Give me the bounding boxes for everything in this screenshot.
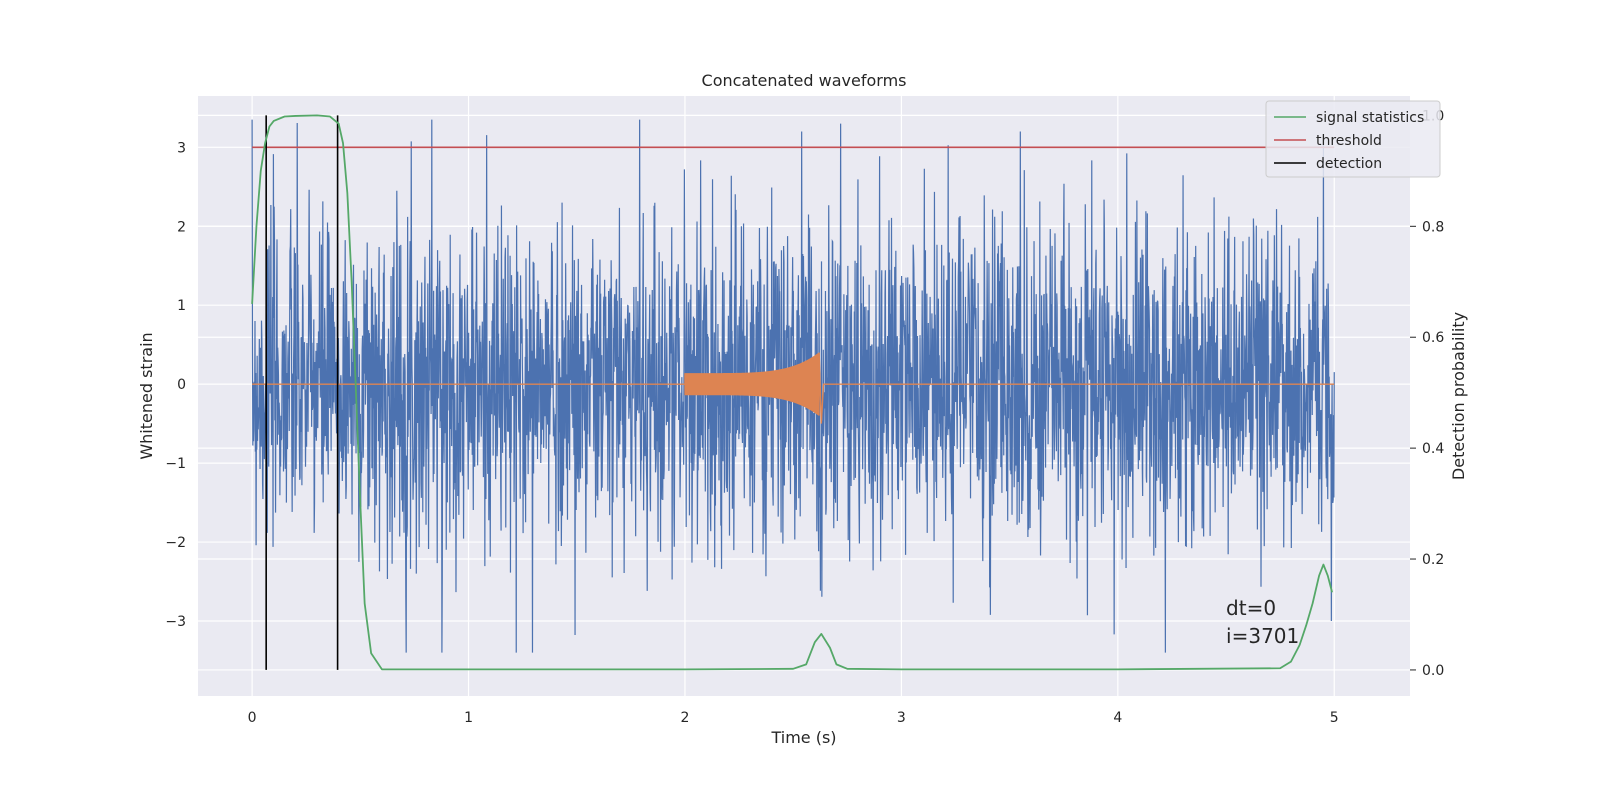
x-axis-label: Time (s) bbox=[770, 728, 836, 747]
y2-axis-label: Detection probability bbox=[1449, 312, 1468, 480]
annotation-index: i=3701 bbox=[1226, 624, 1299, 648]
y-tick-label: 3 bbox=[177, 140, 186, 156]
y-tick-label: −3 bbox=[165, 614, 186, 630]
y2-tick-label: 0.4 bbox=[1422, 441, 1444, 457]
y2-tick-label: 0.0 bbox=[1422, 663, 1444, 679]
y-tick-label: 1 bbox=[177, 298, 186, 314]
legend-label-signal-statistics: signal statistics bbox=[1316, 110, 1424, 126]
strain-noise-line bbox=[251, 119, 1335, 653]
y-tick-label: 2 bbox=[177, 219, 186, 235]
x-tick-label: 2 bbox=[681, 710, 690, 726]
annotation: dt=0 i=3701 bbox=[1226, 596, 1299, 648]
chart-title: Concatenated waveforms bbox=[702, 71, 907, 90]
x-tick-label: 3 bbox=[897, 710, 906, 726]
y2-tick-label: 0.2 bbox=[1422, 552, 1444, 568]
x-tick-label: 0 bbox=[248, 710, 257, 726]
legend-label-threshold: threshold bbox=[1316, 133, 1382, 149]
y-tick-label: −1 bbox=[165, 456, 186, 472]
x-tick-label: 4 bbox=[1113, 710, 1122, 726]
y-axis-label: Whitened strain bbox=[137, 332, 156, 459]
legend-label-detection: detection bbox=[1316, 156, 1382, 172]
injected-waveform-line bbox=[252, 352, 1335, 424]
x-tick-label: 1 bbox=[464, 710, 473, 726]
y2-tick-label: 0.8 bbox=[1422, 219, 1444, 235]
legend-box bbox=[1265, 100, 1441, 178]
y-tick-label: −2 bbox=[165, 535, 186, 551]
legend: signal statistics threshold detection bbox=[1265, 100, 1441, 178]
annotation-dt: dt=0 bbox=[1226, 596, 1276, 620]
data-layer bbox=[251, 114, 1335, 671]
y2-tick-label: 0.6 bbox=[1422, 330, 1444, 346]
x-tick-label: 5 bbox=[1330, 710, 1339, 726]
signal-statistics-line bbox=[251, 114, 1333, 671]
y-tick-label: 0 bbox=[177, 377, 186, 393]
